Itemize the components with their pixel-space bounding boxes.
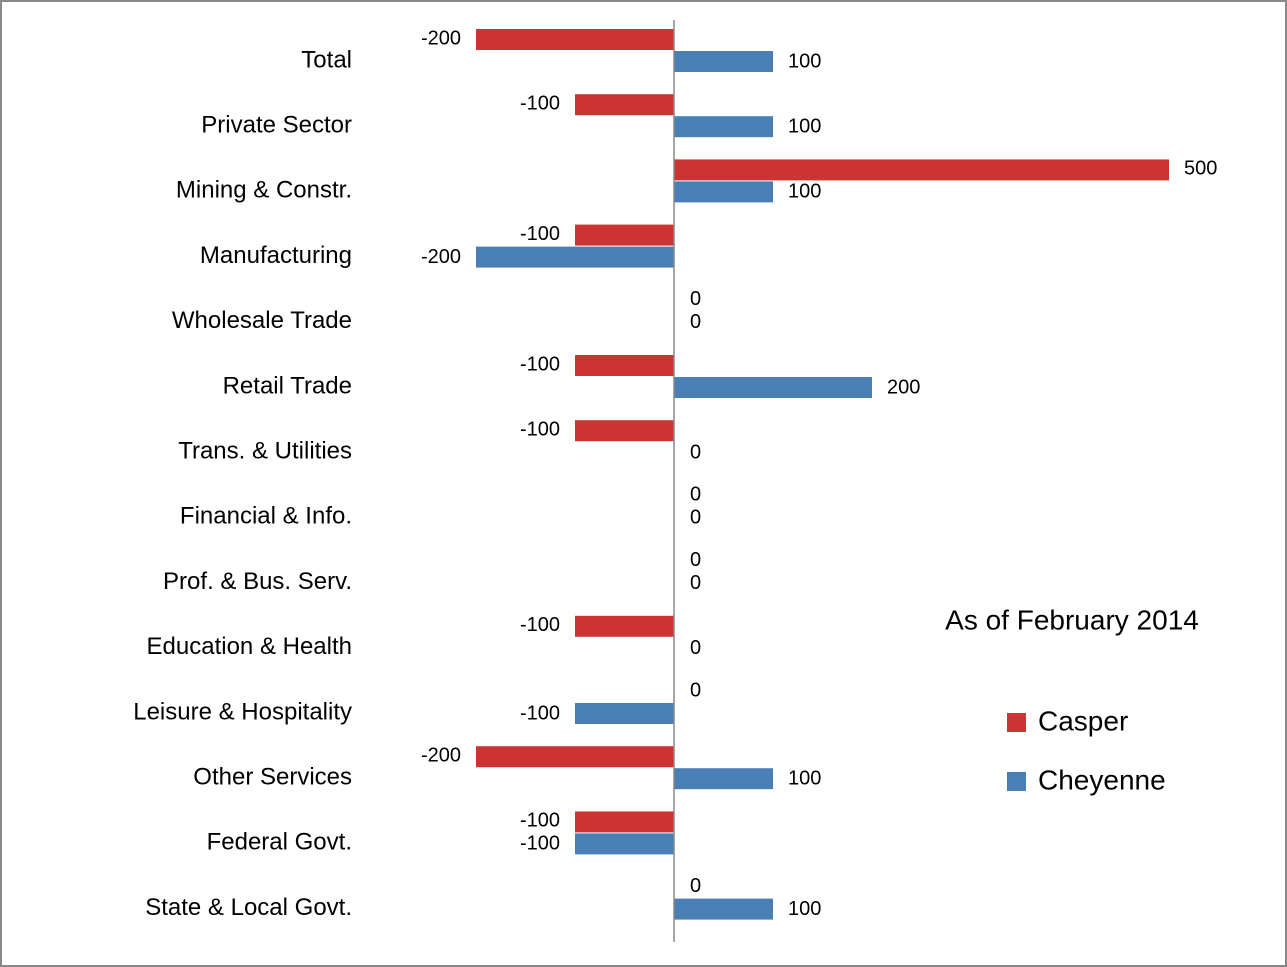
bar <box>575 703 674 724</box>
data-label: -100 <box>520 418 560 440</box>
category-label: Education & Health <box>147 633 352 660</box>
bar <box>674 898 773 920</box>
category-label: Financial & Info. <box>180 503 352 530</box>
bar <box>575 811 674 833</box>
data-label: -100 <box>520 810 560 832</box>
bar <box>674 51 773 72</box>
category-label: Prof. & Bus. Serv. <box>163 568 352 595</box>
data-label: -200 <box>421 246 461 268</box>
bar <box>575 420 674 442</box>
data-label: 100 <box>788 181 821 203</box>
data-label: -100 <box>520 614 560 636</box>
bar <box>575 355 674 376</box>
bar <box>674 116 773 138</box>
data-label: -100 <box>520 353 560 375</box>
data-label: 100 <box>788 767 821 789</box>
bar <box>575 833 674 855</box>
data-label: 0 <box>690 875 701 897</box>
bar <box>674 159 1169 181</box>
data-label: 100 <box>788 115 821 137</box>
bar <box>575 94 674 116</box>
data-label: 0 <box>690 572 701 594</box>
data-label: 0 <box>690 311 701 333</box>
data-label: 200 <box>887 376 920 398</box>
category-label: Federal Govt. <box>207 829 352 856</box>
bar <box>476 246 674 268</box>
legend-swatch <box>1007 772 1026 791</box>
data-label: 100 <box>788 898 821 920</box>
data-label: 0 <box>690 507 701 529</box>
legend-swatch <box>1007 713 1026 732</box>
bar <box>476 29 674 50</box>
data-label: 0 <box>690 549 701 571</box>
category-label: Other Services <box>193 764 352 791</box>
legend-label: Casper <box>1038 705 1128 736</box>
category-label: Trans. & Utilities <box>178 438 352 465</box>
data-label: -200 <box>421 744 461 766</box>
data-label: 0 <box>690 484 701 506</box>
data-label: -100 <box>520 702 560 724</box>
bar <box>575 224 674 246</box>
data-label: 0 <box>690 441 701 463</box>
category-label: Leisure & Hospitality <box>133 698 352 725</box>
category-label: Manufacturing <box>200 242 352 269</box>
category-label: Wholesale Trade <box>172 307 352 334</box>
data-label: -200 <box>421 27 461 49</box>
bar <box>575 615 674 637</box>
category-label: State & Local Govt. <box>145 894 352 921</box>
category-label: Private Sector <box>201 112 352 139</box>
data-label: 0 <box>690 288 701 310</box>
bar <box>674 768 773 790</box>
data-label: 0 <box>690 637 701 659</box>
data-label: 500 <box>1184 158 1217 180</box>
category-label: Retail Trade <box>223 372 352 399</box>
data-label: -100 <box>520 92 560 114</box>
data-label: 100 <box>788 50 821 72</box>
data-label: -100 <box>520 833 560 855</box>
bar <box>476 746 674 768</box>
annotation: As of February 2014 <box>945 604 1199 635</box>
data-label: -100 <box>520 223 560 245</box>
category-label: Total <box>301 46 352 73</box>
bar <box>674 181 773 203</box>
legend-label: Cheyenne <box>1038 764 1166 795</box>
bar <box>674 377 872 398</box>
data-label: 0 <box>690 679 701 701</box>
category-label: Mining & Constr. <box>176 177 352 204</box>
